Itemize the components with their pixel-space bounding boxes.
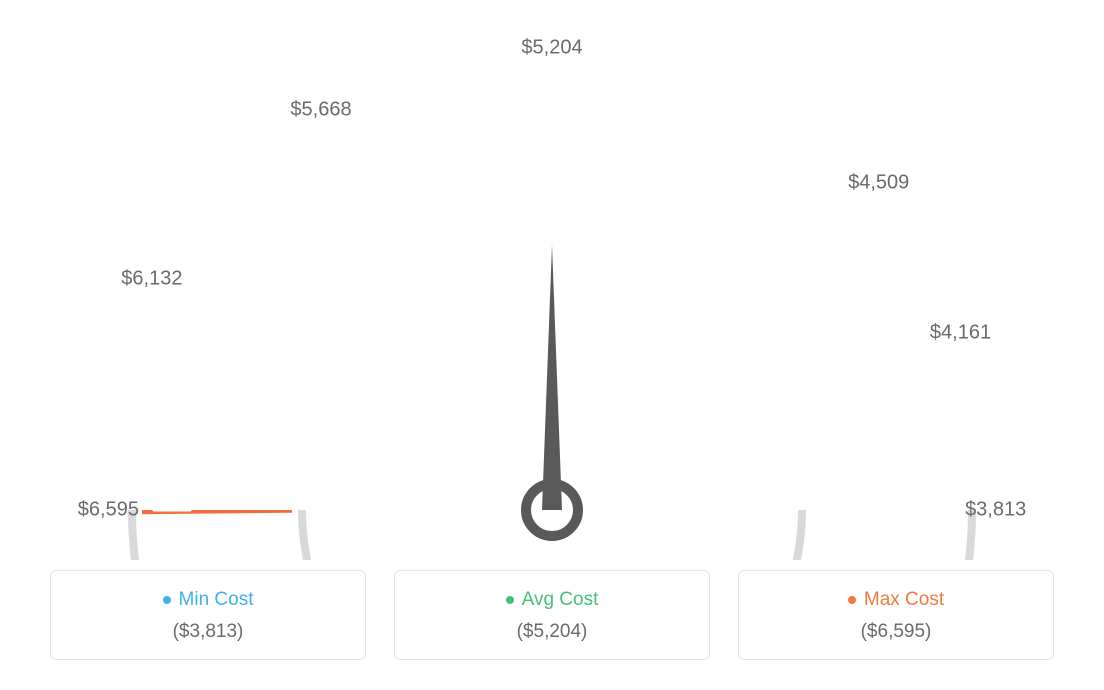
gauge-tick-label: $4,161 <box>930 322 991 345</box>
legend-card-min: Min Cost ($3,813) <box>50 570 366 660</box>
legend-title-max-text: Max Cost <box>864 589 944 611</box>
gauge: $3,813$4,161$4,509$5,204$5,668$6,132$6,5… <box>102 40 1002 565</box>
legend-value-avg: ($5,204) <box>415 621 689 643</box>
legend-title-max: Max Cost <box>848 589 944 611</box>
legend-value-max: ($6,595) <box>759 621 1033 643</box>
legend-card-max: Max Cost ($6,595) <box>738 570 1054 660</box>
legend-title-min-text: Min Cost <box>179 589 254 611</box>
legend-title-avg-text: Avg Cost <box>522 589 599 611</box>
gauge-svg <box>102 40 1002 560</box>
gauge-tick-label: $6,132 <box>121 268 182 291</box>
legend-title-avg: Avg Cost <box>506 589 599 611</box>
gauge-tick-label: $4,509 <box>848 172 909 195</box>
gauge-tick-label: $5,204 <box>521 37 582 60</box>
gauge-tick-label: $5,668 <box>290 98 351 121</box>
legend-title-min: Min Cost <box>163 589 254 611</box>
dot-icon <box>506 596 514 604</box>
chart-container: $3,813 $4,161 $4,509 $5,204 $5,668 $6,132 $6,5… <box>0 0 1104 690</box>
legend-value-min: ($3,813) <box>71 621 345 643</box>
dot-icon <box>848 596 856 604</box>
legend-row: Min Cost ($3,813) Avg Cost ($5,204) Max … <box>50 570 1054 660</box>
legend-card-avg: Avg Cost ($5,204) <box>394 570 710 660</box>
gauge-tick-label: $6,595 <box>78 499 139 522</box>
gauge-tick-label: $3,813 <box>965 499 1026 522</box>
dot-icon <box>163 596 171 604</box>
